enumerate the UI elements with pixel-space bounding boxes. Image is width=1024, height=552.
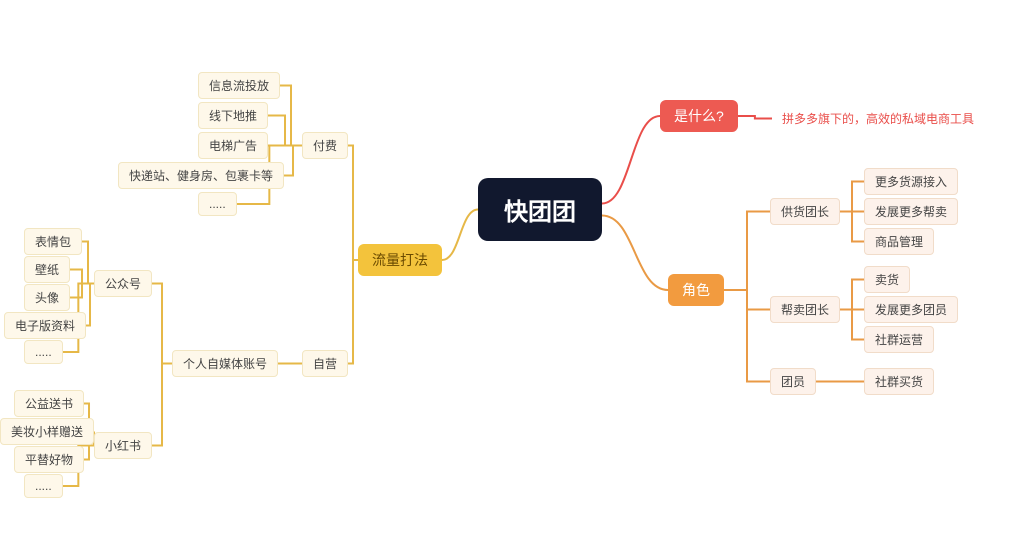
branch-roles: 角色 [668, 274, 724, 306]
mode-0: 付费 [302, 132, 348, 159]
sub-1-leaf-0: 公益送书 [14, 390, 84, 417]
mode-1-item-0: 个人自媒体账号 [172, 350, 278, 377]
mode-0-item-0: 信息流投放 [198, 72, 280, 99]
sub-1: 小红书 [94, 432, 152, 459]
sub-1-leaf-2: 平替好物 [14, 446, 84, 473]
role-leaf-2-0: 社群买货 [864, 368, 934, 395]
branch-what: 是什么? [660, 100, 738, 132]
sub-1-leaf-1: 美妆小样赠送 [0, 418, 94, 445]
role-group-2: 团员 [770, 368, 816, 395]
role-leaf-0-0: 更多货源接入 [864, 168, 958, 195]
sub-0: 公众号 [94, 270, 152, 297]
sub-0-leaf-2: 头像 [24, 284, 70, 311]
branch-traffic: 流量打法 [358, 244, 442, 276]
root-node: 快团团 [478, 178, 602, 241]
sub-0-leaf-0: 表情包 [24, 228, 82, 255]
mode-0-item-4: ..... [198, 192, 237, 216]
mode-0-item-2: 电梯广告 [198, 132, 268, 159]
mode-0-item-3: 快递站、健身房、包裹卡等 [118, 162, 284, 189]
role-leaf-1-0: 卖货 [864, 266, 910, 293]
role-group-0: 供货团长 [770, 198, 840, 225]
role-leaf-1-2: 社群运营 [864, 326, 934, 353]
sub-1-leaf-3: ..... [24, 474, 63, 498]
role-group-1: 帮卖团长 [770, 296, 840, 323]
sub-0-leaf-1: 壁纸 [24, 256, 70, 283]
mode-1: 自营 [302, 350, 348, 377]
sub-0-leaf-3: 电子版资料 [4, 312, 86, 339]
sub-0-leaf-4: ..... [24, 340, 63, 364]
role-leaf-1-1: 发展更多团员 [864, 296, 958, 323]
what-desc: 拼多多旗下的，高效的私域电商工具 [772, 106, 984, 131]
role-leaf-0-1: 发展更多帮卖 [864, 198, 958, 225]
role-leaf-0-2: 商品管理 [864, 228, 934, 255]
mode-0-item-1: 线下地推 [198, 102, 268, 129]
